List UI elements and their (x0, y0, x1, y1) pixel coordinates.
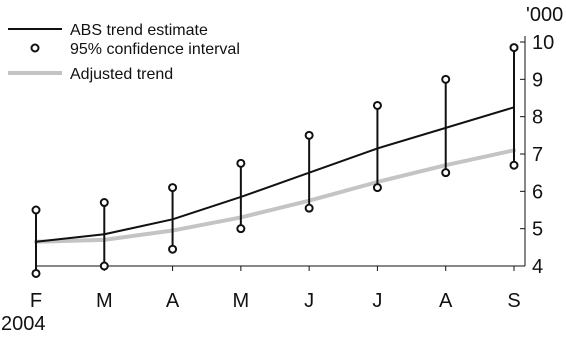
legend-label-trend: ABS trend estimate (70, 22, 208, 39)
y-tick-label-5: 5 (532, 219, 543, 241)
confidence-interval-lower-point-2 (168, 244, 178, 254)
x-tick-label-0: F (30, 290, 42, 312)
y-axis-unit-label: '000 (526, 4, 563, 26)
x-tick-label-1: M (96, 290, 113, 312)
abs-trend-estimate-line (35, 106, 515, 243)
x-tick-label-7: S (507, 290, 520, 312)
confidence-interval-upper-point-4 (304, 130, 314, 140)
plot-area: 4 5 6 7 8 9 10 F M A M J J A S (30, 32, 554, 312)
confidence-interval-upper-point-5 (372, 100, 382, 110)
confidence-interval-upper-point-0 (31, 205, 41, 215)
legend-label-confidence-interval: 95% confidence interval (70, 41, 240, 58)
confidence-interval-lower-point-7 (509, 160, 519, 170)
confidence-interval-lower-point-3 (236, 224, 246, 234)
confidence-interval-upper-point-7 (509, 43, 519, 53)
confidence-interval-lower-point-6 (441, 168, 451, 178)
x-tick-label-2: A (166, 290, 180, 312)
x-tick-label-3: M (233, 290, 250, 312)
confidence-interval-lower-point-0 (31, 268, 41, 278)
confidence-interval-lower-point-4 (304, 203, 314, 213)
confidence-interval-upper-point-1 (99, 198, 109, 208)
confidence-interval-lower-point-5 (372, 183, 382, 193)
y-tick-label-4: 4 (532, 256, 543, 278)
confidence-interval-lower-point-1 (99, 261, 109, 271)
legend-swatch-confidence-interval (30, 43, 40, 53)
y-tick-label-10: 10 (532, 32, 554, 54)
legend: ABS trend estimate 95% confidence interv… (8, 22, 240, 83)
y-tick-label-6: 6 (532, 181, 543, 203)
confidence-interval-upper-point-6 (441, 74, 451, 84)
x-tick-label-5: J (372, 290, 382, 312)
legend-label-adjusted-trend: Adjusted trend (70, 66, 173, 83)
confidence-interval-upper-point-3 (236, 158, 246, 168)
x-axis-year-label: 2004 (1, 313, 46, 335)
confidence-interval-upper-point-2 (168, 183, 178, 193)
y-tick-label-9: 9 (532, 69, 543, 91)
adjusted-trend-line (34, 148, 516, 244)
x-tick-label-4: J (304, 290, 314, 312)
x-tick-label-6: A (439, 290, 453, 312)
y-tick-label-7: 7 (532, 144, 543, 166)
y-tick-label-8: 8 (532, 107, 543, 129)
